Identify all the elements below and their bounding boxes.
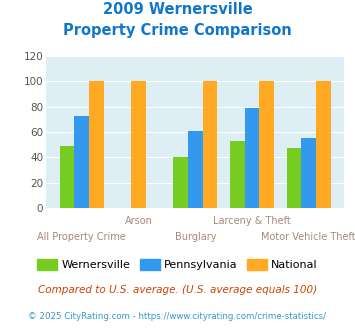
Bar bbox=[131, 82, 146, 208]
Bar bbox=[286, 148, 301, 208]
Text: © 2025 CityRating.com - https://www.cityrating.com/crime-statistics/: © 2025 CityRating.com - https://www.city… bbox=[28, 312, 327, 321]
Text: Burglary: Burglary bbox=[175, 232, 216, 242]
Bar bbox=[188, 131, 203, 208]
Bar bbox=[89, 82, 104, 208]
Text: Motor Vehicle Theft: Motor Vehicle Theft bbox=[261, 232, 355, 242]
Bar bbox=[230, 141, 245, 208]
Text: All Property Crime: All Property Crime bbox=[37, 232, 126, 242]
Bar bbox=[316, 82, 331, 208]
Text: Property Crime Comparison: Property Crime Comparison bbox=[63, 23, 292, 38]
Text: Larceny & Theft: Larceny & Theft bbox=[213, 216, 291, 226]
Bar bbox=[260, 82, 274, 208]
Bar bbox=[203, 82, 217, 208]
Bar bbox=[173, 157, 188, 208]
Text: Arson: Arson bbox=[125, 216, 153, 226]
Text: 2009 Wernersville: 2009 Wernersville bbox=[103, 2, 252, 16]
Legend: Wernersville, Pennsylvania, National: Wernersville, Pennsylvania, National bbox=[33, 255, 322, 275]
Bar bbox=[60, 146, 75, 208]
Bar bbox=[75, 115, 89, 208]
Bar bbox=[245, 108, 260, 208]
Bar bbox=[301, 138, 316, 208]
Text: Compared to U.S. average. (U.S. average equals 100): Compared to U.S. average. (U.S. average … bbox=[38, 285, 317, 295]
